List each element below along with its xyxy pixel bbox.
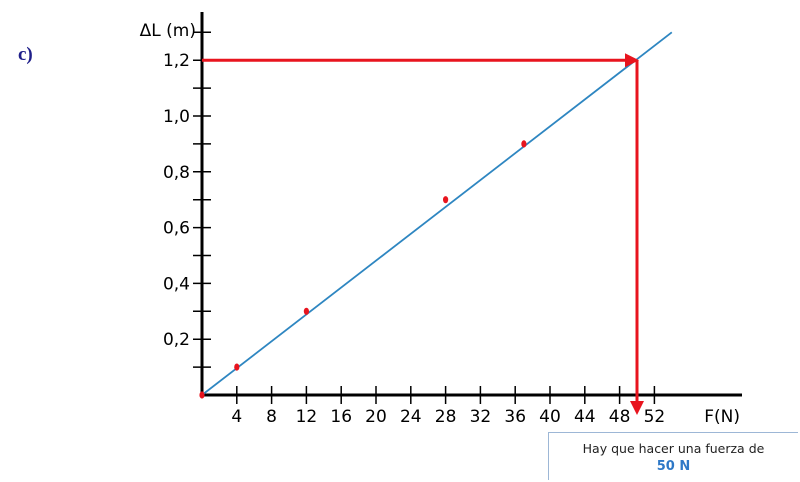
x-tick-label: 32 [470,407,492,427]
y-axis-label: ΔL (m) [140,21,196,41]
data-point [443,196,449,204]
readout-vertical-arrowhead [630,401,644,415]
data-point [234,363,240,371]
y-tick-label: 0,6 [163,219,190,239]
x-tick-label: 12 [296,407,318,427]
x-tick-label: 48 [609,407,631,427]
x-tick-label: 52 [644,407,666,427]
data-point [199,391,205,399]
data-point [521,140,527,148]
y-tick-label: 0,2 [163,330,190,350]
fit-line [201,31,673,396]
data-point [303,307,309,315]
answer-note-text: Hay que hacer una fuerza de [582,441,765,456]
answer-note: Hay que hacer una fuerza de 50 N [548,432,798,480]
x-axis-label: F(N) [704,407,740,427]
y-tick-label: 1,2 [163,51,190,71]
x-tick-label: 20 [365,407,387,427]
y-tick-label: 0,4 [163,274,190,294]
x-tick-label: 16 [330,407,352,427]
y-tick-label: 1,0 [163,107,190,127]
part-label: c) [18,44,33,65]
x-tick-label: 28 [435,407,457,427]
readout-horizontal-arrowhead [625,53,639,68]
x-tick-label: 44 [574,407,596,427]
answer-note-value: 50 N [656,459,691,474]
x-tick-label: 40 [539,407,561,427]
x-tick-label: 36 [504,407,526,427]
x-tick-label: 4 [231,407,242,427]
x-tick-label: 8 [266,407,277,427]
x-tick-label: 24 [400,407,422,427]
y-tick-label: 0,8 [163,163,190,183]
